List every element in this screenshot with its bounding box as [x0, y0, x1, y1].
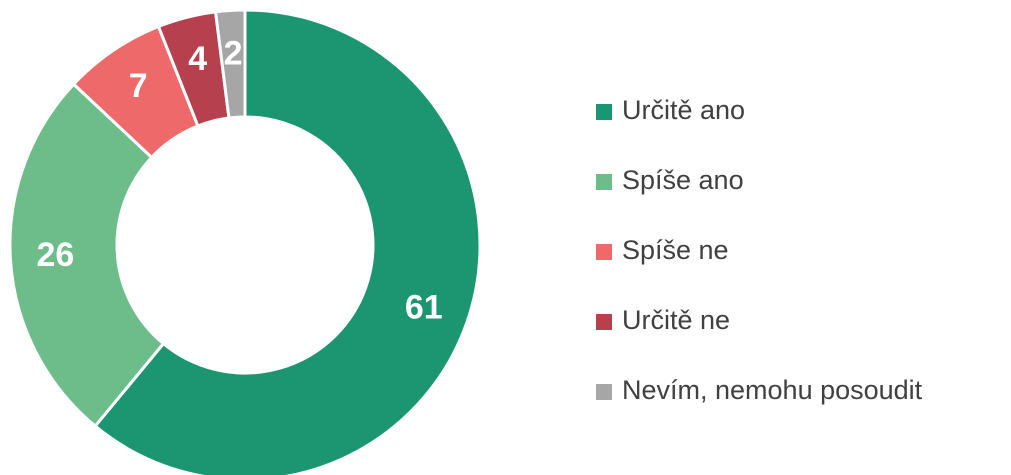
- legend-label: Spíše ano: [622, 165, 744, 195]
- legend-label: Určitě ne: [622, 305, 730, 335]
- legend-label: Nevím, nemohu posoudit: [622, 375, 923, 405]
- legend-swatch: [596, 314, 612, 330]
- donut-slice: [213, 8, 247, 120]
- data-label: 7: [129, 67, 148, 105]
- legend-swatch: [596, 104, 612, 120]
- data-label: 4: [188, 40, 207, 78]
- data-label: 61: [405, 288, 443, 326]
- data-label: 2: [224, 34, 243, 72]
- legend-label: Určitě ano: [622, 95, 745, 125]
- donut-slice: [93, 8, 482, 475]
- data-label: 26: [36, 236, 74, 274]
- legend-swatch: [596, 244, 612, 260]
- donut-slice: [8, 82, 166, 429]
- legend-swatch: [596, 384, 612, 400]
- legend-swatch: [596, 174, 612, 190]
- legend-label: Spíše ne: [622, 235, 729, 265]
